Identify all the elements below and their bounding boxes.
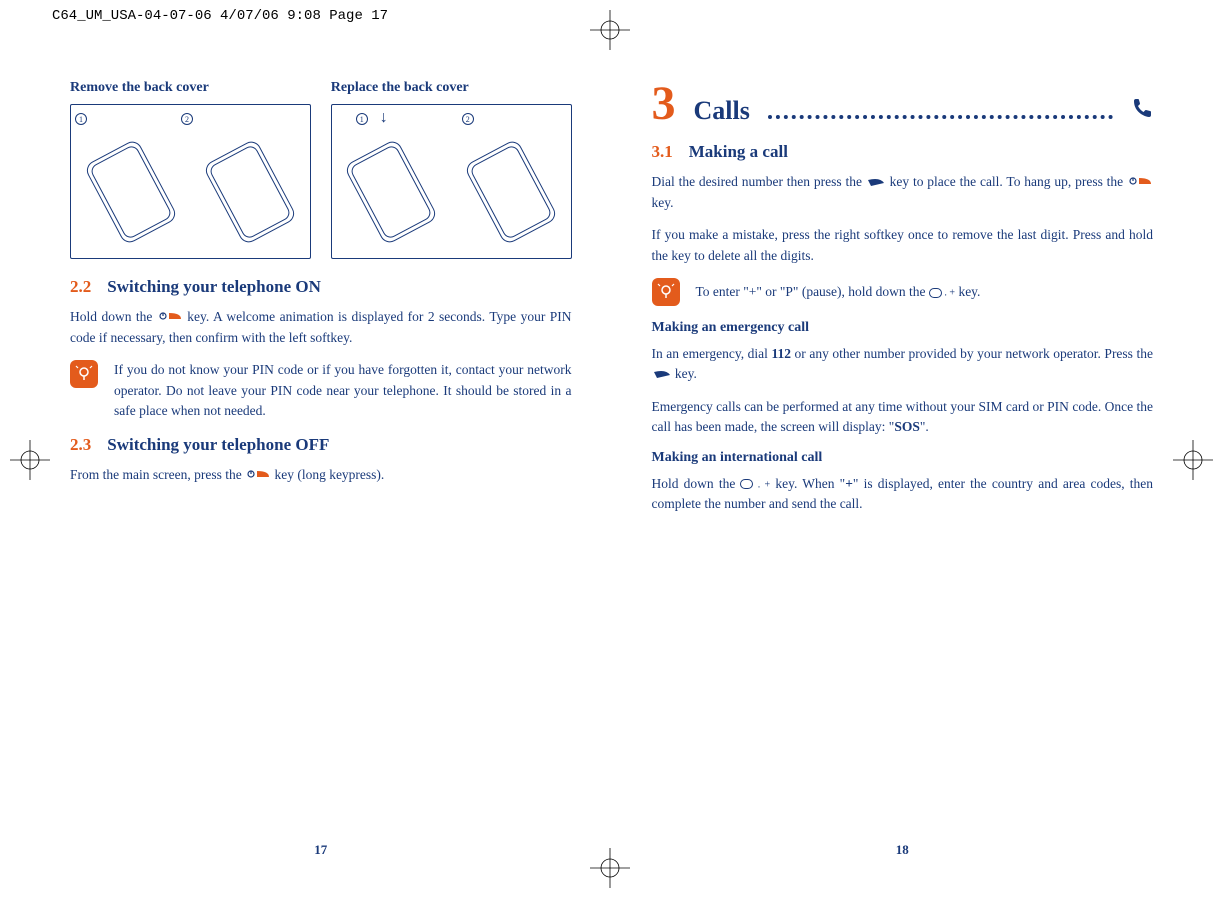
phone-illustration bbox=[344, 138, 439, 246]
zero-key-icon bbox=[929, 288, 942, 298]
section-2-2-body: Hold down the key. A welcome animation i… bbox=[70, 307, 572, 348]
power-key-icon bbox=[247, 466, 269, 486]
tip-icon bbox=[652, 278, 680, 306]
step-2-icon: 2 bbox=[462, 113, 474, 125]
section-title: Switching your telephone OFF bbox=[107, 435, 329, 454]
crop-mark-right bbox=[1173, 440, 1213, 480]
international-body: Hold down the . + key. When "+" is displ… bbox=[652, 474, 1154, 515]
call-key-icon bbox=[654, 365, 670, 385]
zero-key-icon bbox=[740, 479, 753, 489]
chapter-title: Calls bbox=[694, 96, 750, 126]
section-3-1-body-2: If you make a mistake, press the right s… bbox=[652, 225, 1154, 266]
call-key-icon bbox=[868, 173, 884, 193]
section-number: 2.2 bbox=[70, 277, 91, 296]
print-header: C64_UM_USA-04-07-06 4/07/06 9:08 Page 17 bbox=[52, 8, 388, 24]
page-number: 18 bbox=[642, 842, 1164, 858]
note-block: To enter "+" or "P" (pause), hold down t… bbox=[652, 278, 1154, 306]
emergency-body-1: In an emergency, dial 112 or any other n… bbox=[652, 344, 1154, 385]
section-number: 2.3 bbox=[70, 435, 91, 454]
international-call-heading: Making an international call bbox=[652, 450, 1154, 466]
leader-dots bbox=[768, 111, 1113, 119]
section-2-3-body: From the main screen, press the key (lon… bbox=[70, 465, 572, 486]
section-title: Switching your telephone ON bbox=[107, 277, 321, 296]
remove-cover-title: Remove the back cover bbox=[70, 80, 311, 96]
step-2-icon: 2 bbox=[181, 113, 193, 125]
section-3-1-body-1: Dial the desired number then press the k… bbox=[652, 172, 1154, 213]
replace-cover-diagram: 1 ↓ 2 bbox=[331, 104, 572, 259]
section-title: Making a call bbox=[689, 142, 788, 161]
phone-illustration bbox=[83, 138, 178, 246]
page-right: 3 Calls 3.1 Making a call Dial the desire… bbox=[642, 60, 1164, 838]
arrow-down-icon: ↓ bbox=[380, 109, 388, 126]
phone-illustration bbox=[463, 138, 558, 246]
crop-mark-left bbox=[10, 440, 50, 480]
phone-icon bbox=[1131, 97, 1153, 125]
note-block: If you do not know your PIN code or if y… bbox=[70, 360, 572, 421]
emergency-call-heading: Making an emergency call bbox=[652, 320, 1154, 336]
section-3-1-heading: 3.1 Making a call bbox=[652, 142, 1154, 162]
emergency-body-2: Emergency calls can be performed at any … bbox=[652, 397, 1154, 438]
chapter-number: 3 bbox=[652, 80, 676, 128]
step-1-icon: 1 bbox=[356, 113, 368, 125]
replace-cover-title: Replace the back cover bbox=[331, 80, 572, 96]
step-1-icon: 1 bbox=[75, 113, 87, 125]
page-left: Remove the back cover 1 2 Replace the ba… bbox=[60, 60, 582, 838]
section-number: 3.1 bbox=[652, 142, 673, 161]
tip-icon bbox=[70, 360, 98, 388]
section-2-3-heading: 2.3 Switching your telephone OFF bbox=[70, 435, 572, 455]
note-text: If you do not know your PIN code or if y… bbox=[114, 360, 572, 421]
crop-mark-bottom bbox=[590, 848, 630, 888]
page-number: 17 bbox=[60, 842, 582, 858]
end-key-icon bbox=[1129, 173, 1151, 193]
power-key-icon bbox=[159, 308, 181, 328]
remove-cover-diagram: 1 2 bbox=[70, 104, 311, 259]
chapter-heading: 3 Calls bbox=[652, 80, 1154, 128]
section-2-2-heading: 2.2 Switching your telephone ON bbox=[70, 277, 572, 297]
note-text: To enter "+" or "P" (pause), hold down t… bbox=[696, 282, 981, 302]
phone-illustration bbox=[202, 138, 297, 246]
crop-mark-top bbox=[590, 10, 630, 50]
